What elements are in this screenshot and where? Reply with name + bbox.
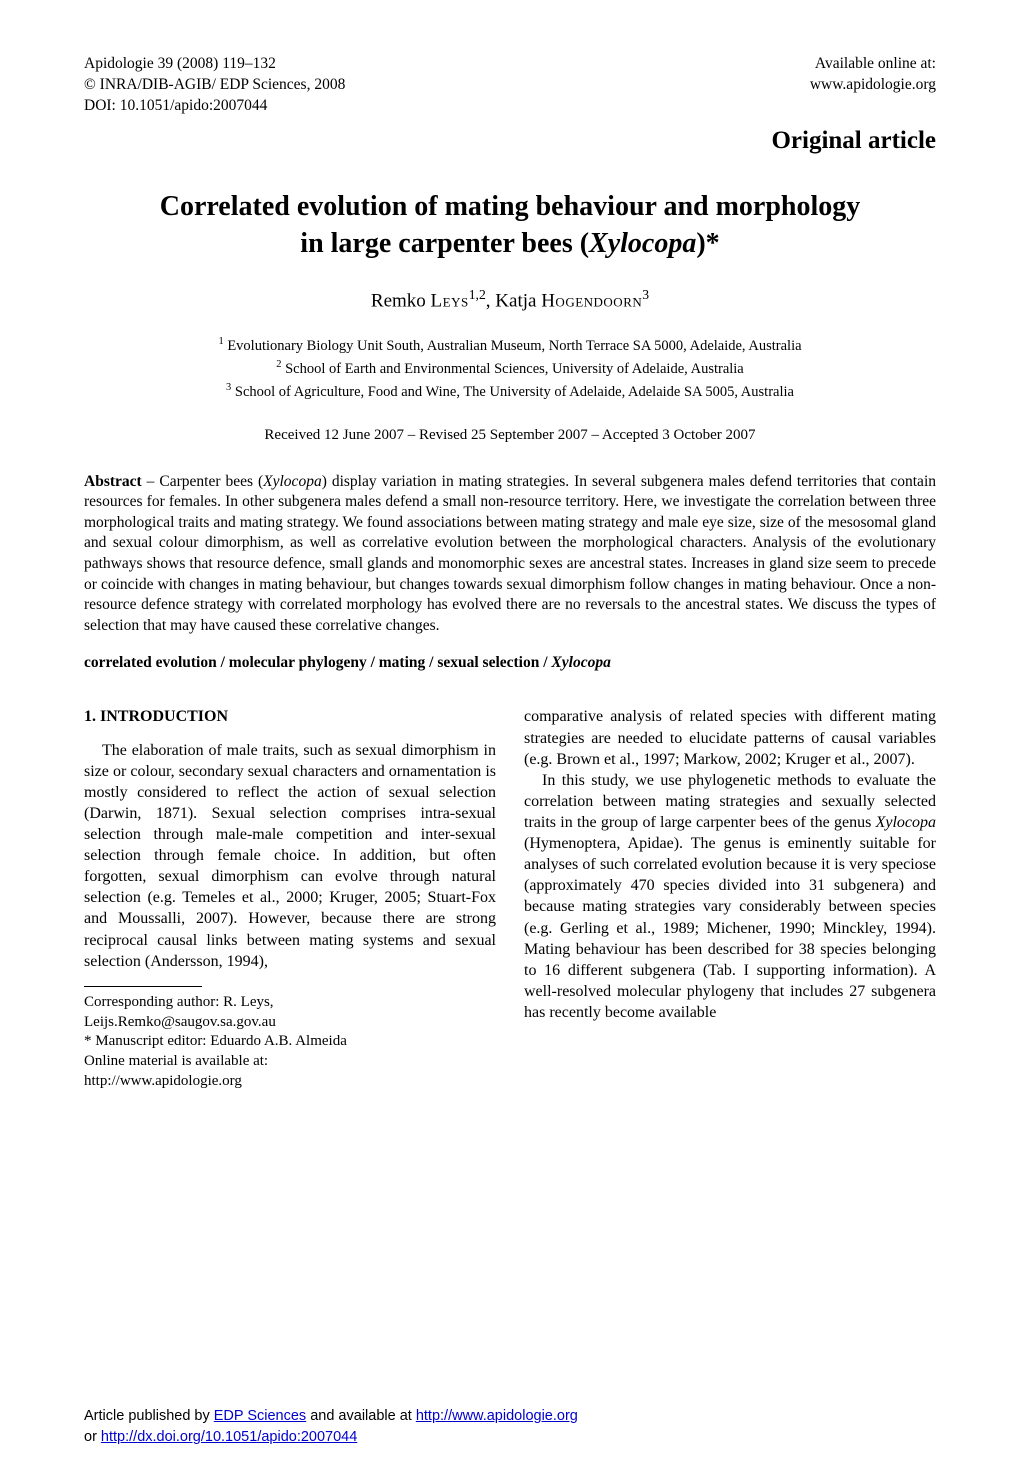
- authors: Remko Leys1,2, Katja Hogendoorn3: [84, 287, 936, 312]
- author-1-surname: Leys: [431, 290, 469, 311]
- affiliation-3: 3 School of Agriculture, Food and Wine, …: [114, 380, 906, 403]
- abstract-genus: Xylocopa: [263, 473, 322, 490]
- author-2-surname: Hogendoorn: [541, 290, 642, 311]
- title-line-2-pre: in large carpenter bees (: [300, 228, 589, 259]
- title-line-2-post: )*: [696, 228, 719, 259]
- author-2-affil-sup: 3: [642, 287, 649, 302]
- article-type: Original article: [84, 127, 936, 155]
- footer-link-doi[interactable]: http://dx.doi.org/10.1051/apido:2007044: [101, 1429, 357, 1445]
- paragraph-3b: (Hymenoptera, Apidae). The genus is emin…: [524, 835, 936, 1021]
- header-left: Apidologie 39 (2008) 119–132 © INRA/DIB-…: [84, 54, 345, 117]
- footnotes: Corresponding author: R. Leys, Leijs.Rem…: [84, 993, 496, 1092]
- title-line-1: Correlated evolution of mating behaviour…: [160, 191, 861, 222]
- copyright-line: © INRA/DIB-AGIB/ EDP Sciences, 2008: [84, 75, 345, 96]
- section-heading-introduction: 1. INTRODUCTION: [84, 706, 496, 727]
- affiliation-1: 1 Evolutionary Biology Unit South, Austr…: [114, 334, 906, 357]
- page: Apidologie 39 (2008) 119–132 © INRA/DIB-…: [0, 0, 1020, 1483]
- corresponding-email: Leijs.Remko@saugov.sa.gov.au: [84, 1013, 496, 1033]
- footer-mid: and available at: [306, 1408, 416, 1424]
- doi-line: DOI: 10.1051/apido:2007044: [84, 96, 345, 117]
- available-online-label: Available online at:: [810, 54, 936, 75]
- journal-site: www.apidologie.org: [810, 75, 936, 96]
- footer-link-edp[interactable]: EDP Sciences: [214, 1408, 306, 1424]
- paragraph-1: The elaboration of male traits, such as …: [84, 740, 496, 972]
- online-material-url: http://www.apidologie.org: [84, 1072, 496, 1092]
- article-title: Correlated evolution of mating behaviour…: [108, 189, 912, 263]
- header-right: Available online at: www.apidologie.org: [810, 54, 936, 117]
- online-material-label: Online material is available at:: [84, 1052, 496, 1072]
- body-columns: 1. INTRODUCTION The elaboration of male …: [84, 706, 936, 1091]
- abstract-pre-genus: Carpenter bees (: [159, 473, 263, 490]
- keywords-text: correlated evolution / molecular phyloge…: [84, 654, 551, 671]
- paragraph-2: comparative analysis of related species …: [524, 706, 936, 769]
- paragraph-3-genus: Xylocopa: [876, 814, 936, 831]
- history-dates: Received 12 June 2007 – Revised 25 Septe…: [84, 427, 936, 444]
- affiliation-2-text: School of Earth and Environmental Scienc…: [285, 361, 744, 377]
- corresponding-author: Corresponding author: R. Leys,: [84, 993, 496, 1013]
- paragraph-3: In this study, we use phylogenetic metho…: [524, 770, 936, 1023]
- journal-line: Apidologie 39 (2008) 119–132: [84, 54, 345, 75]
- manuscript-editor: * Manuscript editor: Eduardo A.B. Almeid…: [84, 1032, 496, 1052]
- affiliation-3-text: School of Agriculture, Food and Wine, Th…: [235, 384, 794, 400]
- abstract-label: Abstract: [84, 473, 142, 490]
- paragraph-3a: In this study, we use phylogenetic metho…: [524, 772, 936, 831]
- affiliations: 1 Evolutionary Biology Unit South, Austr…: [114, 334, 906, 403]
- footer-or: or: [84, 1429, 101, 1445]
- footer-link-apidologie[interactable]: http://www.apidologie.org: [416, 1408, 578, 1424]
- author-1-affil-sup: 1,2: [469, 287, 486, 302]
- authors-separator: ,: [486, 290, 496, 311]
- affiliation-2: 2 School of Earth and Environmental Scie…: [114, 357, 906, 380]
- keywords: correlated evolution / molecular phyloge…: [84, 654, 936, 672]
- abstract-dash: –: [142, 473, 160, 490]
- publisher-footer: Article published by EDP Sciences and av…: [84, 1406, 936, 1447]
- abstract-body: ) display variation in mating strategies…: [84, 473, 936, 634]
- footnote-separator: [84, 986, 202, 987]
- affiliation-1-text: Evolutionary Biology Unit South, Austral…: [227, 338, 801, 354]
- title-genus: Xylocopa: [589, 228, 696, 259]
- author-1-first: Remko: [371, 290, 431, 311]
- running-header: Apidologie 39 (2008) 119–132 © INRA/DIB-…: [84, 54, 936, 117]
- keywords-genus: Xylocopa: [551, 654, 610, 671]
- abstract: Abstract – Carpenter bees (Xylocopa) dis…: [84, 472, 936, 637]
- author-2-first: Katja: [495, 290, 541, 311]
- footer-pre: Article published by: [84, 1408, 214, 1424]
